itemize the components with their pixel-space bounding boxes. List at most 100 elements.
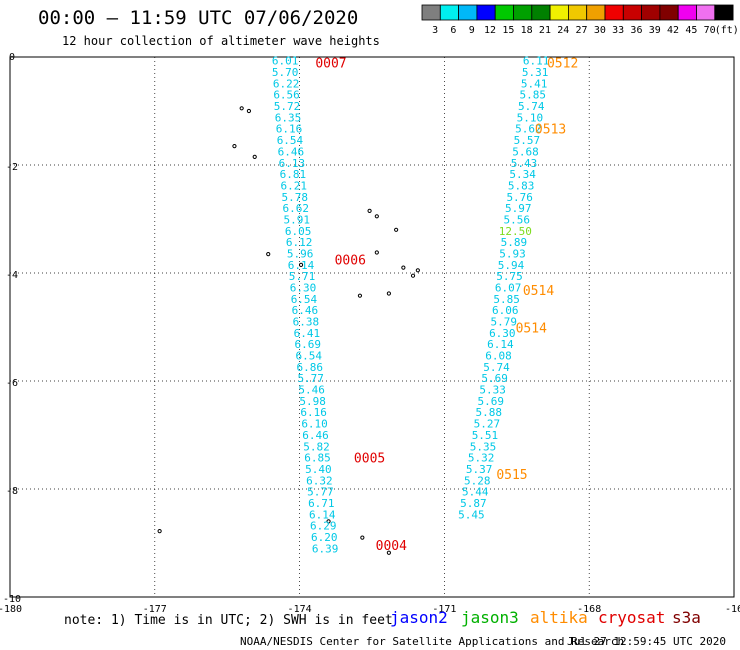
swh-value-jason3: 6.12 [286, 236, 313, 249]
colorbar-label: 39 [649, 25, 661, 36]
colorbar-label: 9 [469, 25, 475, 36]
swh-value-jason3: 6.10 [301, 418, 328, 431]
colorbar-label: (ft) [715, 25, 739, 36]
pass-time-label: 0513 [535, 123, 566, 138]
legend-jason3: jason3 [461, 608, 519, 627]
footer-timestamp: Jul 27 12:59:45 UTC 2020 [567, 635, 726, 648]
swh-value-jason3: 6.46 [278, 145, 305, 158]
colorbar-label: 6 [450, 25, 456, 36]
island-outline [386, 550, 391, 555]
x-tick-label: -180 [0, 604, 22, 615]
swh-value-altika: 6.08 [485, 350, 512, 363]
swh-value-altika: 5.27 [474, 418, 501, 431]
swh-value-altika: 5.68 [512, 145, 539, 158]
pass-time-label: 0514 [523, 284, 554, 299]
swh-value-altika: 5.83 [508, 179, 535, 192]
island-outline [298, 262, 304, 267]
island-outline [410, 273, 416, 278]
colorbar-label: 24 [557, 25, 569, 36]
y-tick-label: 0 [9, 52, 15, 63]
swh-value-jason3: 5.91 [283, 213, 310, 226]
island-outline [374, 250, 379, 255]
swh-value-jason3: 5.71 [289, 270, 316, 283]
colorbar-label: 18 [521, 25, 533, 36]
swh-value-altika: 5.97 [505, 202, 532, 215]
swh-value-jason3: 6.29 [310, 520, 337, 533]
swh-value-altika: 5.35 [470, 440, 497, 453]
colorbar-label: 36 [630, 25, 642, 36]
island-outline [401, 265, 406, 270]
island-outline [394, 227, 399, 232]
swh-value-altika: 5.28 [464, 474, 491, 487]
colorbar-label: 33 [612, 25, 624, 36]
swh-value-jason3: 5.77 [307, 486, 334, 499]
chart-subtitle: 12 hour collection of altimeter wave hei… [62, 34, 380, 48]
swh-value-jason3: 6.56 [273, 89, 300, 102]
pass-time-label: 0006 [335, 253, 366, 268]
island-outline [252, 154, 257, 159]
swh-value-jason3: 6.22 [273, 77, 300, 90]
swh-value-jason3: 5.77 [297, 372, 324, 385]
swh-value-jason3: 6.62 [282, 202, 309, 215]
y-tick-label: -2 [6, 162, 18, 173]
island-outline [357, 293, 363, 298]
x-tick-label: -16 [725, 604, 740, 615]
pass-time-label: 0004 [376, 539, 407, 554]
swh-value-altika: 5.45 [458, 508, 485, 521]
legend-altika: altika [530, 608, 588, 627]
pass-time-label: 0514 [516, 321, 547, 336]
swh-value-altika: 12.50 [499, 225, 532, 238]
pass-time-label: 0005 [354, 452, 385, 467]
pass-time-label: 0515 [496, 468, 527, 483]
colorbar-label: 12 [484, 25, 496, 36]
swh-value-altika: 6.07 [495, 282, 522, 295]
swh-value-jason3: 6.38 [293, 316, 320, 329]
swh-value-altika: 5.74 [483, 361, 510, 374]
swh-value-altika: 6.11 [523, 55, 550, 68]
swh-value-altika: 5.69 [477, 395, 504, 408]
swh-value-altika: 5.93 [499, 247, 526, 260]
swh-value-jason3: 6.20 [311, 531, 338, 544]
legend-jason2: jason2 [390, 608, 448, 627]
swh-value-jason3: 6.14 [288, 259, 315, 272]
swh-value-jason3: 5.70 [272, 66, 299, 79]
swh-value-jason3: 5.40 [305, 463, 332, 476]
pass-time-label: 0512 [547, 56, 578, 71]
chart-title: 00:00 – 11:59 UTC 07/06/2020 [38, 7, 359, 29]
swh-value-altika: 5.89 [501, 236, 528, 249]
swh-value-altika: 5.74 [518, 100, 545, 113]
colorbar-label: 27 [576, 25, 588, 36]
swh-value-altika: 6.14 [487, 338, 514, 351]
swh-value-altika: 5.85 [493, 293, 520, 306]
island-outline [374, 214, 379, 219]
swh-value-altika: 5.76 [506, 191, 533, 204]
x-tick-label: -168 [577, 604, 601, 615]
swh-value-altika: 5.32 [468, 452, 495, 465]
swh-value-jason3: 6.81 [280, 168, 307, 181]
island-outline [266, 252, 271, 257]
swh-value-jason3: 6.05 [285, 225, 312, 238]
colorbar-label: 70 [704, 25, 716, 36]
x-tick-label: -174 [288, 604, 312, 615]
swh-value-jason3: 6.21 [281, 179, 308, 192]
swh-value-altika: 6.30 [489, 327, 516, 340]
island-outline [415, 268, 420, 273]
pass-time-label: 0007 [315, 56, 346, 71]
island-outline [367, 208, 372, 213]
swh-value-jason3: 6.32 [306, 474, 333, 487]
swh-value-jason3: 6.85 [304, 452, 331, 465]
colorbar-label: 21 [539, 25, 551, 36]
swh-value-jason3: 5.78 [282, 191, 309, 204]
swh-value-altika: 5.87 [460, 497, 487, 510]
legend-cryosat: cryosat [598, 608, 666, 627]
swh-value-jason3: 6.30 [290, 282, 317, 295]
swh-value-altika: 5.31 [522, 66, 549, 79]
swh-value-jason3: 6.14 [309, 508, 336, 521]
island-outline [246, 108, 252, 114]
island-outline [239, 106, 244, 111]
plot-frame [9, 56, 735, 598]
swh-value-jason3: 6.13 [279, 157, 306, 170]
swh-value-jason3: 6.01 [272, 55, 299, 68]
swh-value-jason3: 6.54 [291, 293, 318, 306]
